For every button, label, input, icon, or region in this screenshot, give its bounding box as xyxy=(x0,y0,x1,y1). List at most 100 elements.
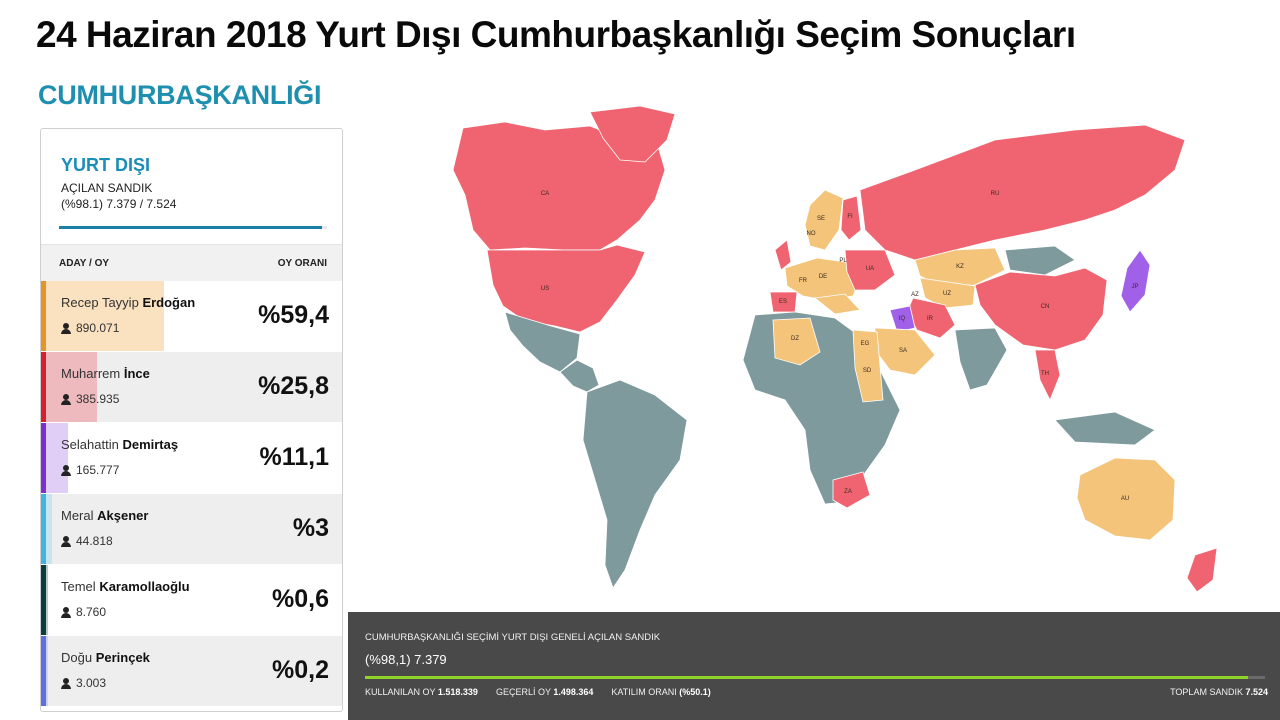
map-region-finland[interactable] xyxy=(840,195,862,241)
map-region-algeria[interactable] xyxy=(772,317,821,366)
section-title: CUMHURBAŞKANLIĞI xyxy=(38,80,322,110)
candidate-row-ince[interactable]: Muharrem İnce 385.935 %25,8 xyxy=(41,352,342,423)
footer-stats: KULLANILAN OY 1.518.339 GEÇERLİ OY 1.498… xyxy=(365,687,711,697)
map-region-south-america[interactable] xyxy=(582,379,688,589)
candidate-share-bar xyxy=(46,352,98,422)
candidate-row-karamollaoglu[interactable]: Temel Karamollaoğlu 8.760 %0,6 xyxy=(41,565,342,636)
map-region-central-america[interactable] xyxy=(559,359,600,393)
candidate-share-bar xyxy=(46,494,52,564)
candidate-percent: %11,1 xyxy=(259,443,329,471)
stat-turnout: KATILIM ORANI (%50.1) xyxy=(611,687,711,697)
map-label-az: AZ xyxy=(911,292,919,298)
map-region-russia[interactable] xyxy=(859,124,1186,261)
candidate-votes: 890.071 xyxy=(61,321,119,335)
map-label-iq: IQ xyxy=(899,316,906,322)
map-label-sa: SA xyxy=(899,348,907,354)
stat-used-votes: KULLANILAN OY 1.518.339 xyxy=(365,687,478,697)
map-region-central-asia[interactable] xyxy=(919,277,976,309)
candidate-name: Temel Karamollaoğlu xyxy=(61,579,190,594)
opened-ballot-value: (%98.1) 7.379 / 7.524 xyxy=(61,197,177,211)
footer-value: (%98,1) 7.379 xyxy=(365,652,447,667)
map-region-new-zealand[interactable] xyxy=(1186,547,1218,593)
footer-total: TOPLAM SANDIK 7.524 xyxy=(1170,687,1268,697)
world-map-svg[interactable]: CA US RU CN AU ZA SA DZ ES KZ SD JP IQ IR SE NO FI DE UA TH… xyxy=(355,100,1275,615)
panel-header: YURT DIŞI AÇILAN SANDIK (%98.1) 7.379 / … xyxy=(41,129,342,244)
map-region-kazakhstan[interactable] xyxy=(914,247,1006,287)
map-region-india[interactable] xyxy=(954,327,1008,391)
map-label-ua: UA xyxy=(866,266,874,272)
world-results-map[interactable]: CA US RU CN AU ZA SA DZ ES KZ SD JP IQ IR SE NO FI DE UA TH… xyxy=(355,100,1275,615)
candidate-color-stripe xyxy=(41,494,46,564)
candidate-votes: 3.003 xyxy=(61,676,106,690)
candidate-color-stripe xyxy=(41,565,46,635)
candidate-row-perincek[interactable]: Doğu Perinçek 3.003 %0,2 xyxy=(41,636,342,707)
opened-ballot-progress-fill xyxy=(59,226,322,229)
map-region-mongolia[interactable] xyxy=(1004,245,1076,276)
map-region-uk[interactable] xyxy=(774,239,792,271)
candidate-name: Doğu Perinçek xyxy=(61,650,150,665)
map-region-usa[interactable] xyxy=(486,244,646,333)
map-region-egypt-sudan[interactable] xyxy=(852,329,884,403)
map-region-southeast-asia[interactable] xyxy=(1034,349,1061,401)
candidate-percent: %0,2 xyxy=(272,656,329,684)
candidate-share-bar xyxy=(46,636,48,706)
map-label-ir: IR xyxy=(927,316,934,322)
candidate-votes: 8.760 xyxy=(61,605,106,619)
candidate-percent: %25,8 xyxy=(258,372,329,400)
candidate-name: Meral Akşener xyxy=(61,508,149,523)
candidate-name: Muharrem İnce xyxy=(61,366,150,381)
map-region-greenland[interactable] xyxy=(589,105,676,163)
candidate-percent: %3 xyxy=(292,514,329,542)
map-label-uz: UZ xyxy=(943,291,951,297)
map-region-canada[interactable] xyxy=(452,121,666,251)
opened-ballot-progress xyxy=(59,226,327,229)
candidate-votes: 165.777 xyxy=(61,463,119,477)
footer-label: CUMHURBAŞKANLIĞI SEÇİMİ YURT DIŞI GENELİ… xyxy=(365,632,661,643)
footer-progress xyxy=(365,676,1265,679)
map-region-china[interactable] xyxy=(974,267,1108,351)
candidate-row-aksener[interactable]: Meral Akşener 44.818 %3 xyxy=(41,494,342,565)
map-region-south-africa[interactable] xyxy=(832,471,871,509)
map-region-western-europe[interactable] xyxy=(784,257,861,301)
stat-valid-votes: GEÇERLİ OY 1.498.364 xyxy=(495,687,594,697)
map-label-ca: CA xyxy=(541,191,549,197)
results-panel: YURT DIŞI AÇILAN SANDIK (%98.1) 7.379 / … xyxy=(40,128,343,712)
summary-footer: CUMHURBAŞKANLIĞI SEÇİMİ YURT DIŞI GENELİ… xyxy=(348,612,1280,720)
person-icon xyxy=(61,535,71,547)
candidate-percent: %0,6 xyxy=(272,585,329,613)
map-country-labels: CA US RU CN AU ZA SA DZ ES KZ SD JP IQ IR SE NO FI DE UA TH… xyxy=(541,191,1139,502)
map-label-no: NO xyxy=(807,231,816,237)
candidate-row-erdogan[interactable]: Recep Tayyip Erdoğan 890.071 %59,4 xyxy=(41,281,342,352)
map-region-indonesia[interactable] xyxy=(1054,411,1156,446)
map-label-fr: FR xyxy=(799,278,808,284)
map-label-eg: EG xyxy=(861,341,870,347)
map-label-za: ZA xyxy=(844,489,852,495)
map-label-au: AU xyxy=(1121,496,1129,502)
candidate-color-stripe xyxy=(41,423,46,493)
map-region-japan[interactable] xyxy=(1120,249,1151,313)
region-label: YURT DIŞI xyxy=(61,155,151,175)
candidate-votes: 385.935 xyxy=(61,392,119,406)
candidate-row-demirtas[interactable]: Selahattin Demirtaş 165.777 %11,1 xyxy=(41,423,342,494)
candidate-name: Selahattin Demirtaş xyxy=(61,437,179,452)
map-label-se: SE xyxy=(817,216,825,222)
map-label-us: US xyxy=(541,286,549,292)
map-label-cn: CN xyxy=(1041,304,1050,310)
footer-progress-fill xyxy=(365,676,1248,679)
page-title: 24 Haziran 2018 Yurt Dışı Cumhurbaşkanlı… xyxy=(36,14,1076,55)
map-region-iraq[interactable] xyxy=(889,305,916,333)
map-label-sd: SD xyxy=(863,368,872,374)
map-region-scandinavia[interactable] xyxy=(804,189,844,251)
candidate-percent: %59,4 xyxy=(258,301,329,329)
map-region-italy-balkans[interactable] xyxy=(814,293,861,315)
column-rate: OY ORANI xyxy=(277,257,327,269)
column-candidate: ADAY / OY xyxy=(59,257,110,269)
person-icon xyxy=(61,393,71,405)
map-label-fi: FI xyxy=(847,214,853,220)
candidate-color-stripe xyxy=(41,352,46,422)
map-label-de: DE xyxy=(819,274,827,280)
person-icon xyxy=(61,606,71,618)
candidate-color-stripe xyxy=(41,636,46,706)
map-label-kz: KZ xyxy=(956,264,964,270)
map-region-australia[interactable] xyxy=(1076,457,1176,541)
